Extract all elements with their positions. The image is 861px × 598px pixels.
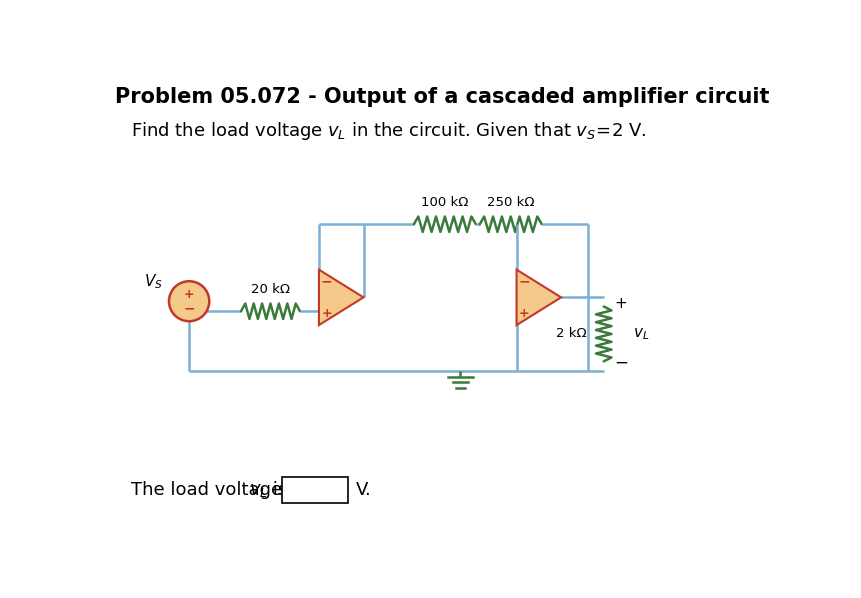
Circle shape	[169, 281, 209, 321]
Text: $v_L$: $v_L$	[633, 326, 648, 342]
Text: The load voltage: The load voltage	[131, 481, 288, 499]
Text: −: −	[183, 301, 195, 315]
Text: +: +	[183, 288, 195, 301]
Text: V.: V.	[356, 481, 371, 499]
Polygon shape	[516, 270, 561, 325]
Text: −: −	[518, 274, 530, 288]
Text: 20 kΩ: 20 kΩ	[251, 283, 289, 296]
Text: $v_L$: $v_L$	[249, 481, 268, 499]
Text: +: +	[614, 296, 627, 311]
Text: is: is	[266, 481, 287, 499]
Text: $V_S$: $V_S$	[144, 273, 163, 291]
Text: Problem 05.072 - Output of a cascaded amplifier circuit: Problem 05.072 - Output of a cascaded am…	[115, 87, 768, 107]
Text: +: +	[518, 307, 529, 320]
FancyBboxPatch shape	[282, 477, 348, 503]
Text: +: +	[321, 307, 331, 320]
Text: 100 kΩ: 100 kΩ	[421, 196, 468, 209]
Polygon shape	[319, 270, 363, 325]
Text: 2 kΩ: 2 kΩ	[555, 328, 586, 340]
Text: Find the load voltage $v_L$ in the circuit. Given that $v_S\!=\!2$ V.: Find the load voltage $v_L$ in the circu…	[131, 120, 646, 142]
Text: −: −	[320, 274, 332, 288]
Text: −: −	[613, 354, 627, 372]
Text: 250 kΩ: 250 kΩ	[486, 196, 534, 209]
